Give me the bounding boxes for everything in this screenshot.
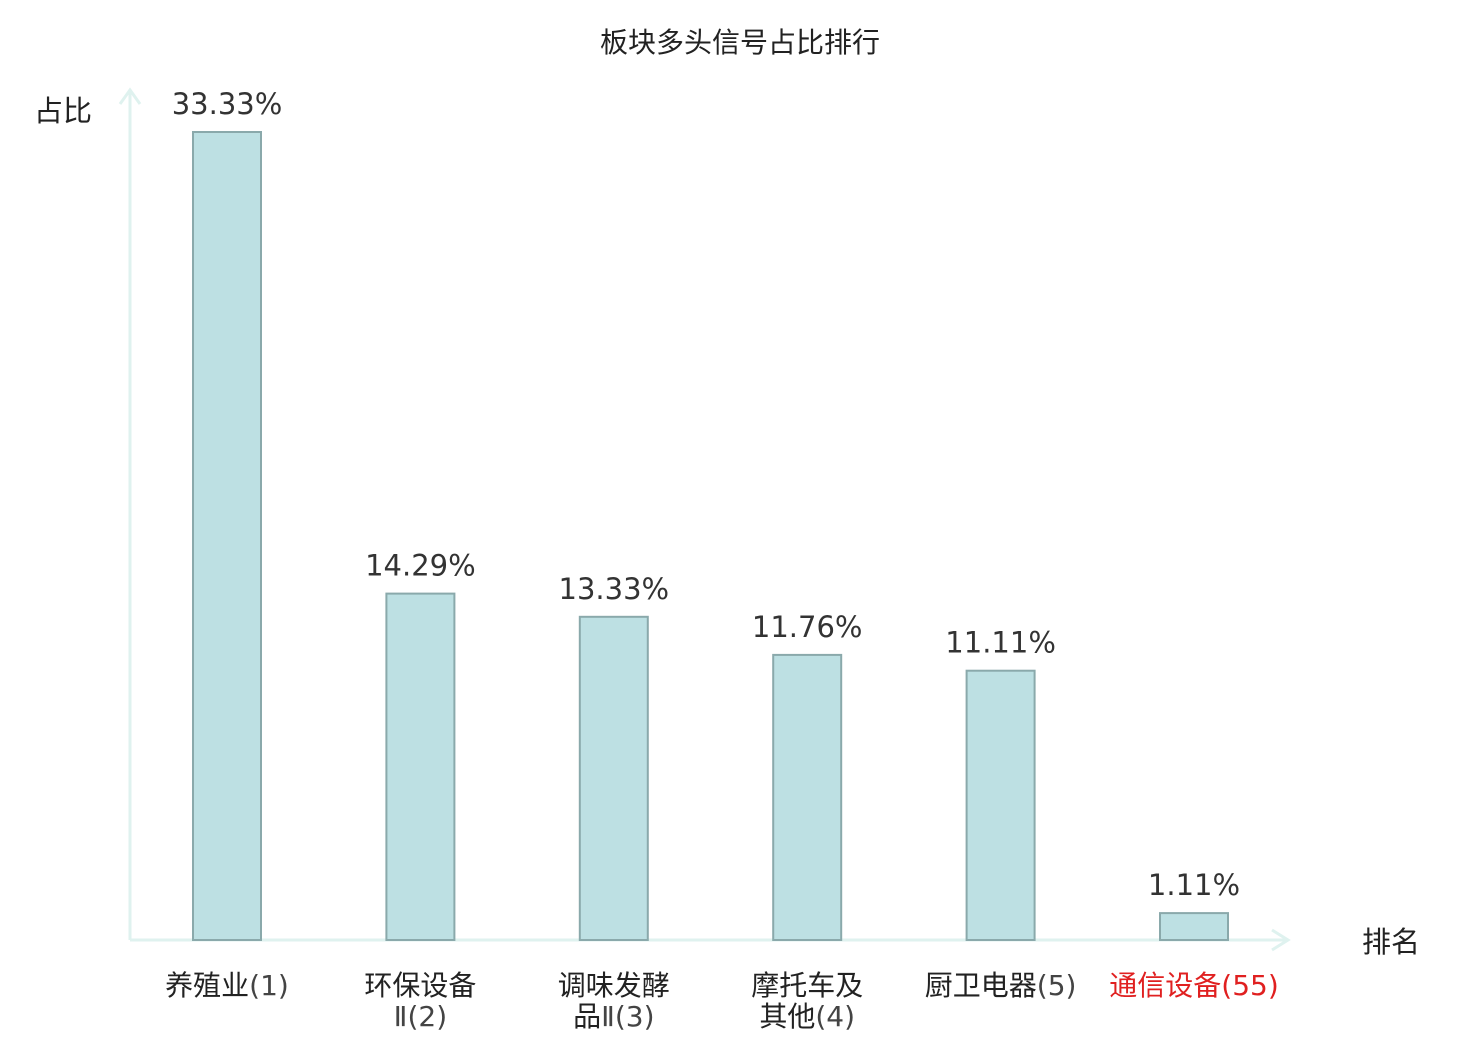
bar [1159, 912, 1229, 941]
chart-title: 板块多头信号占比排行 [600, 26, 880, 59]
x-axis [130, 928, 1291, 952]
bar [772, 653, 843, 942]
y-axis-label: 占比 [34, 94, 92, 128]
category-label: 环保设备 Ⅱ(2) [364, 969, 476, 1033]
bar-value-label: 1.11% [1148, 868, 1240, 902]
bar-value-label: 13.33% [559, 572, 670, 606]
bar-value-label: 14.29% [365, 549, 476, 583]
category-label: 通信设备(55) [1109, 969, 1279, 1002]
category-label: 调味发酵品Ⅱ(3) [558, 969, 670, 1033]
category-label: 摩托车及其他(4) [751, 969, 863, 1033]
bar [385, 592, 456, 941]
y-axis [118, 87, 142, 940]
value-labels-group: 33.33% 14.29% 13.33% 11.76% 11.11% 1.11% [172, 87, 1240, 902]
category-labels-group: 养殖业(1) 环保设备 Ⅱ(2) 调味发酵品Ⅱ(3) 摩托车及其他(4) 厨卫电器(5) 通… [165, 969, 1279, 1033]
bar-value-label: 11.76% [752, 610, 863, 644]
bar [578, 615, 649, 941]
bars-group [192, 131, 1229, 942]
x-axis-label: 排名 [1362, 925, 1420, 959]
bar-value-label: 11.11% [945, 626, 1056, 660]
category-label: 厨卫电器(5) [925, 969, 1077, 1002]
bar-value-label: 33.33% [172, 87, 283, 121]
bar [965, 669, 1036, 941]
bar [192, 131, 262, 941]
category-label: 养殖业(1) [165, 969, 289, 1002]
